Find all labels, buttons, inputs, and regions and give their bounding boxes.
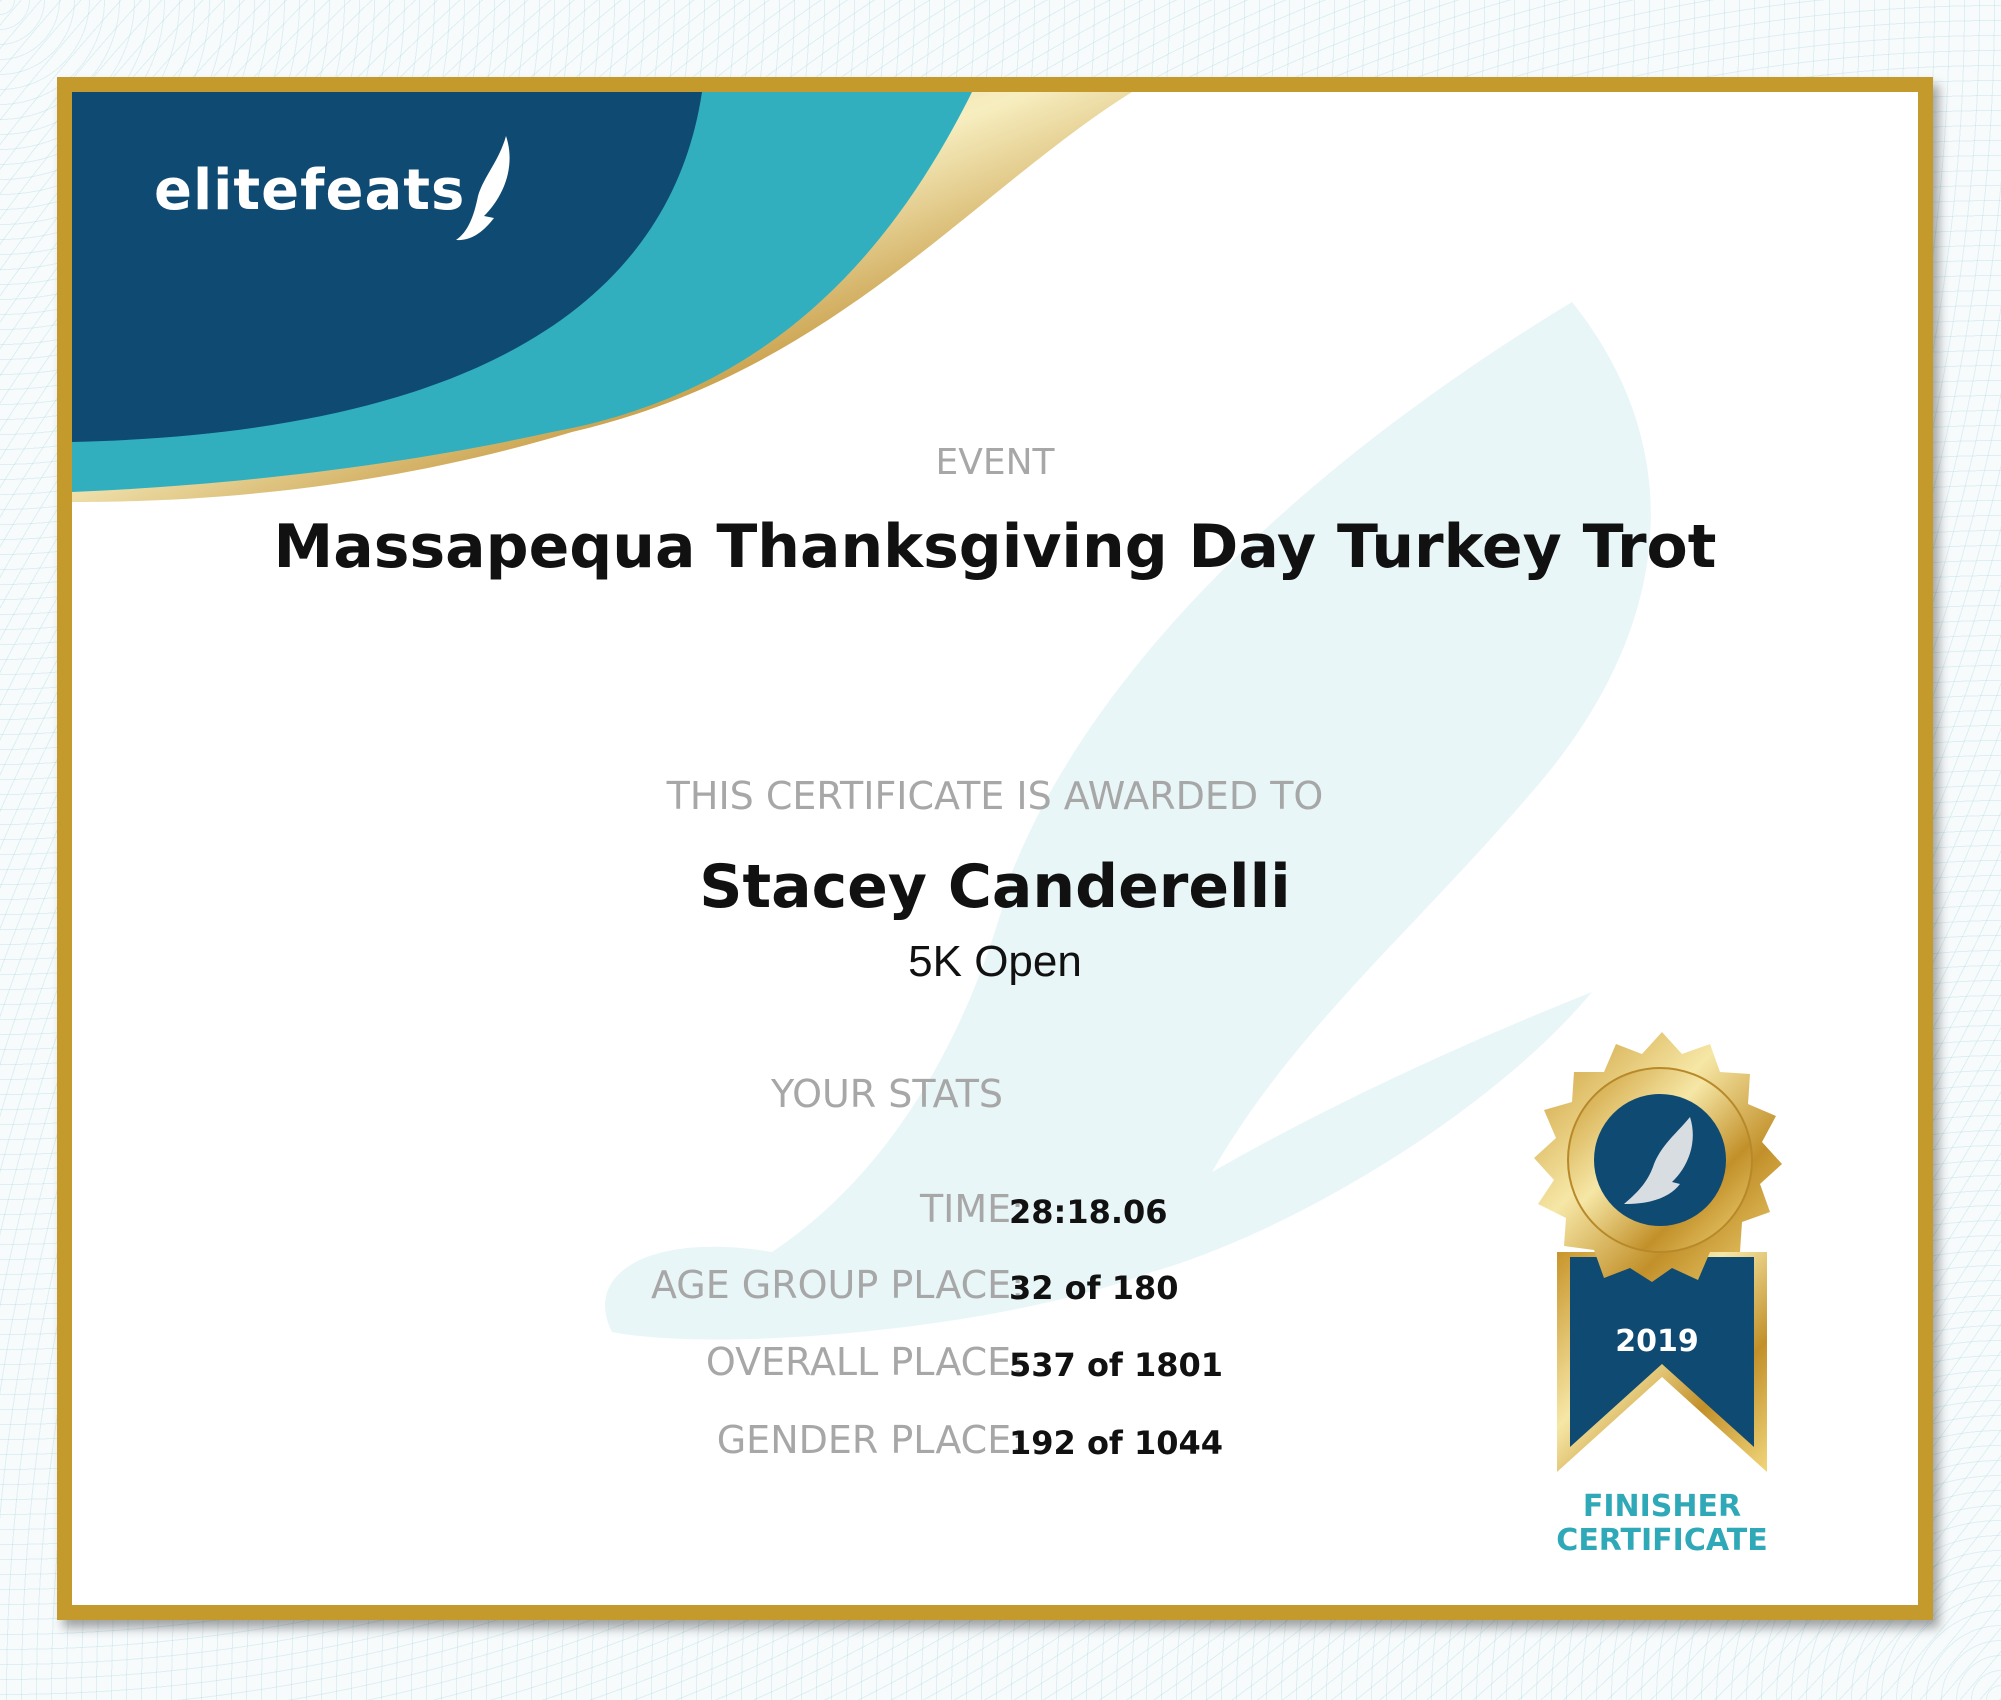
certificate: elitefeats EVENT Massapequa Thanksgiving… <box>57 77 1933 1620</box>
stat-label: GENDER PLACE: <box>716 1418 1024 1462</box>
stat-value: 537 of 1801 <box>1009 1346 1224 1384</box>
finisher-medal <box>1534 1032 1782 1472</box>
elitefeats-logo: elitefeats <box>154 136 510 241</box>
stat-row-gender: GENDER PLACE: 192 of 1044 <box>72 1418 1918 1468</box>
awarded-label: THIS CERTIFICATE IS AWARDED TO <box>666 774 1324 818</box>
logo-text: elitefeats <box>154 158 466 223</box>
stat-value: 32 of 180 <box>1009 1269 1179 1307</box>
winged-shoe-watermark-icon <box>605 302 1651 1340</box>
badge-year: 2019 <box>1615 1324 1699 1359</box>
winged-shoe-icon <box>1624 1117 1693 1204</box>
stat-row-overall: OVERALL PLACE: 537 of 1801 <box>72 1340 1918 1390</box>
badge-caption: FINISHER CERTIFICATE <box>1512 1490 1812 1558</box>
division: 5K Open <box>908 937 1082 986</box>
recipient-name: Stacey Canderelli <box>699 852 1291 922</box>
winged-shoe-icon <box>456 136 510 241</box>
stat-value: 28:18.06 <box>1009 1193 1168 1231</box>
stat-label: TIME: <box>919 1187 1024 1231</box>
badge-line1: FINISHER <box>1582 1489 1742 1524</box>
stat-label: AGE GROUP PLACE: <box>650 1263 1024 1307</box>
event-title: Massapequa Thanksgiving Day Turkey Trot <box>273 512 1717 582</box>
stat-row-age-group: AGE GROUP PLACE: 32 of 180 <box>72 1263 1918 1313</box>
event-label: EVENT <box>935 442 1055 483</box>
badge-line2: CERTIFICATE <box>1556 1523 1768 1558</box>
stats-label: YOUR STATS <box>770 1072 1004 1116</box>
stat-row-time: TIME: 28:18.06 <box>72 1187 1918 1237</box>
header-banner <box>72 92 1132 502</box>
stat-value: 192 of 1044 <box>1009 1424 1224 1462</box>
stat-label: OVERALL PLACE: <box>705 1340 1024 1384</box>
